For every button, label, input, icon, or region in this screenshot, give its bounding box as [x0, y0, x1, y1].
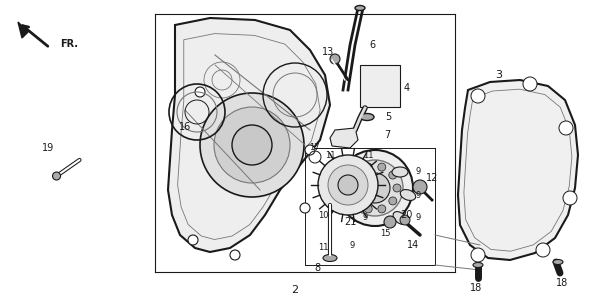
- Text: FR.: FR.: [60, 39, 78, 49]
- Ellipse shape: [355, 5, 365, 11]
- Text: 4: 4: [404, 83, 410, 93]
- Circle shape: [347, 160, 403, 216]
- Text: 10: 10: [318, 210, 328, 219]
- Text: 17: 17: [309, 144, 319, 153]
- Circle shape: [330, 54, 340, 64]
- Text: 2: 2: [291, 285, 299, 295]
- Circle shape: [353, 171, 361, 179]
- Circle shape: [523, 77, 537, 91]
- Text: 14: 14: [407, 240, 419, 250]
- Text: 15: 15: [380, 228, 390, 237]
- Circle shape: [188, 235, 198, 245]
- Circle shape: [400, 215, 410, 225]
- Text: 5: 5: [385, 112, 391, 122]
- Circle shape: [200, 93, 304, 197]
- Text: 8: 8: [314, 263, 320, 273]
- Circle shape: [413, 180, 427, 194]
- Text: 9: 9: [362, 213, 368, 222]
- Text: 11: 11: [363, 150, 373, 160]
- Text: 9: 9: [415, 191, 421, 200]
- Text: 18: 18: [556, 278, 568, 288]
- Circle shape: [360, 173, 390, 203]
- Text: 18: 18: [470, 283, 482, 293]
- Circle shape: [318, 155, 378, 215]
- Text: 12: 12: [426, 173, 438, 183]
- Ellipse shape: [553, 259, 563, 265]
- Circle shape: [384, 216, 396, 228]
- Circle shape: [328, 165, 368, 205]
- Text: 16: 16: [179, 122, 191, 132]
- Text: 21: 21: [344, 217, 356, 227]
- Circle shape: [563, 191, 577, 205]
- Circle shape: [364, 163, 372, 171]
- Circle shape: [393, 184, 401, 192]
- Circle shape: [230, 250, 240, 260]
- Text: 6: 6: [369, 40, 375, 50]
- Text: 11: 11: [318, 244, 328, 253]
- Circle shape: [195, 87, 205, 97]
- Circle shape: [214, 107, 290, 183]
- Ellipse shape: [323, 255, 337, 262]
- Text: 9: 9: [349, 240, 355, 250]
- Ellipse shape: [473, 262, 483, 268]
- Circle shape: [364, 205, 372, 213]
- Polygon shape: [458, 80, 578, 260]
- Text: 3: 3: [496, 70, 503, 80]
- Text: 19: 19: [42, 143, 54, 153]
- Polygon shape: [330, 128, 358, 148]
- FancyBboxPatch shape: [360, 65, 400, 107]
- Polygon shape: [168, 18, 330, 252]
- Circle shape: [471, 89, 485, 103]
- Text: 9: 9: [415, 167, 421, 176]
- Circle shape: [536, 243, 550, 257]
- Ellipse shape: [393, 212, 407, 225]
- Circle shape: [305, 145, 315, 155]
- Circle shape: [232, 125, 272, 165]
- Circle shape: [349, 184, 357, 192]
- Ellipse shape: [360, 113, 374, 120]
- Ellipse shape: [400, 190, 416, 200]
- Text: 7: 7: [384, 130, 390, 140]
- Text: 20: 20: [400, 210, 412, 220]
- Circle shape: [338, 175, 358, 195]
- Text: 13: 13: [322, 47, 334, 57]
- Text: 11: 11: [324, 150, 335, 160]
- Circle shape: [378, 163, 386, 171]
- Polygon shape: [18, 22, 28, 38]
- Circle shape: [53, 172, 61, 180]
- Circle shape: [300, 203, 310, 213]
- Circle shape: [471, 248, 485, 262]
- Circle shape: [389, 171, 397, 179]
- Text: 9: 9: [415, 213, 421, 222]
- Circle shape: [353, 197, 361, 205]
- Circle shape: [389, 197, 397, 205]
- Circle shape: [378, 205, 386, 213]
- Circle shape: [337, 150, 413, 226]
- Circle shape: [559, 121, 573, 135]
- Ellipse shape: [392, 167, 408, 177]
